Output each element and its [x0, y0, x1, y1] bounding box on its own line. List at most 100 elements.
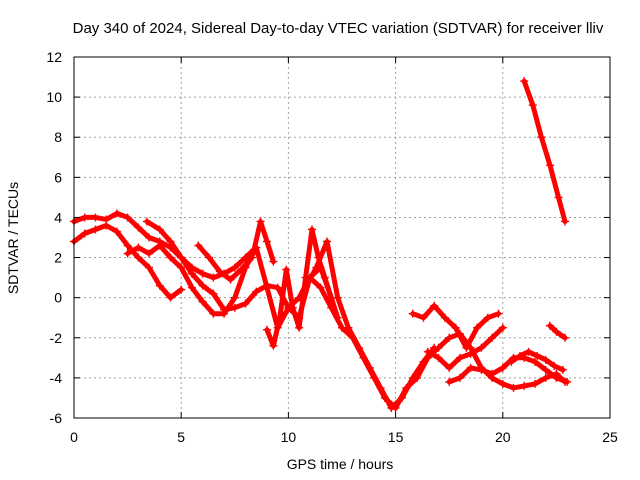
data-point — [166, 293, 175, 302]
data-point — [434, 353, 443, 362]
data-point — [520, 381, 529, 390]
data-point — [123, 241, 132, 250]
data-point — [316, 283, 325, 292]
data-series-3 — [123, 241, 336, 332]
data-point — [541, 355, 550, 364]
data-point — [312, 263, 321, 272]
data-point — [455, 353, 464, 362]
data-point — [365, 363, 374, 372]
data-point — [91, 213, 100, 222]
data-point — [560, 333, 569, 342]
x-tick-label: 20 — [495, 429, 511, 445]
data-point — [530, 379, 539, 388]
data-series-2 — [70, 221, 186, 302]
data-point — [554, 193, 563, 202]
data-point — [473, 323, 482, 332]
data-point — [451, 323, 460, 332]
data-point — [445, 333, 454, 342]
data-series-13 — [545, 321, 569, 342]
data-point — [552, 373, 561, 382]
data-point — [494, 309, 503, 318]
data-point — [269, 257, 278, 266]
data-point — [273, 283, 282, 292]
data-series-11 — [507, 347, 567, 374]
data-point — [262, 325, 271, 334]
y-tick-label: 10 — [46, 89, 62, 105]
data-point — [528, 101, 537, 110]
data-point — [541, 365, 550, 374]
data-point — [112, 209, 121, 218]
data-point — [288, 303, 297, 312]
data-point — [524, 347, 533, 356]
data-point — [142, 217, 151, 226]
data-point — [398, 393, 407, 402]
data-point — [155, 241, 164, 250]
data-point — [198, 297, 207, 306]
data-point — [333, 293, 342, 302]
data-series-1 — [70, 209, 569, 412]
data-point — [560, 217, 569, 226]
data-point — [419, 313, 428, 322]
data-point — [177, 285, 186, 294]
data-point — [123, 249, 132, 258]
data-point — [215, 267, 224, 276]
data-point — [515, 351, 524, 360]
y-axis-label: SDTVAR / TECUs — [5, 182, 21, 294]
data-point — [537, 133, 546, 142]
data-point — [488, 369, 497, 378]
data-series-5 — [194, 241, 256, 284]
data-point — [530, 357, 539, 366]
data-point — [145, 249, 154, 258]
data-point — [112, 227, 121, 236]
data-series-7 — [301, 237, 439, 412]
data-point — [507, 357, 516, 366]
data-point — [237, 265, 246, 274]
data-point — [80, 213, 89, 222]
data-point — [483, 313, 492, 322]
data-point — [80, 229, 89, 238]
data-point — [430, 343, 439, 352]
data-point — [322, 237, 331, 246]
data-point — [498, 363, 507, 372]
data-point — [177, 253, 186, 262]
data-point — [419, 357, 428, 366]
data-point — [533, 351, 542, 360]
series-trace — [264, 227, 341, 349]
data-point — [166, 253, 175, 262]
y-tick-label: -2 — [50, 330, 63, 346]
data-point — [230, 293, 239, 302]
data-point — [545, 321, 554, 330]
data-point — [307, 225, 316, 234]
data-point — [269, 341, 278, 350]
data-point — [91, 225, 100, 234]
data-point — [155, 225, 164, 234]
data-point — [230, 303, 239, 312]
y-tick-label: 0 — [54, 290, 62, 306]
data-point — [102, 221, 111, 230]
x-axis-label: GPS time / hours — [287, 456, 394, 472]
data-point — [466, 349, 475, 358]
chart-title: Day 340 of 2024, Sidereal Day-to-day VTE… — [73, 20, 604, 37]
y-tick-label: 6 — [54, 169, 62, 185]
data-point — [187, 263, 196, 272]
series-trace — [71, 210, 568, 411]
data-point — [509, 383, 518, 392]
data-point — [498, 323, 507, 332]
series-trace — [446, 355, 570, 385]
data-point — [344, 323, 353, 332]
tick-marks — [73, 56, 611, 419]
data-point — [256, 217, 265, 226]
y-tick-label: -6 — [50, 410, 63, 426]
data-point — [209, 289, 218, 298]
data-series-12 — [520, 77, 569, 226]
data-point — [250, 245, 259, 254]
data-point — [187, 283, 196, 292]
data-point — [301, 283, 310, 292]
data-series-10 — [445, 353, 572, 386]
data-point — [445, 363, 454, 372]
data-point — [477, 365, 486, 374]
data-point — [558, 365, 567, 374]
x-tick-label: 0 — [70, 429, 78, 445]
data-point — [134, 223, 143, 232]
